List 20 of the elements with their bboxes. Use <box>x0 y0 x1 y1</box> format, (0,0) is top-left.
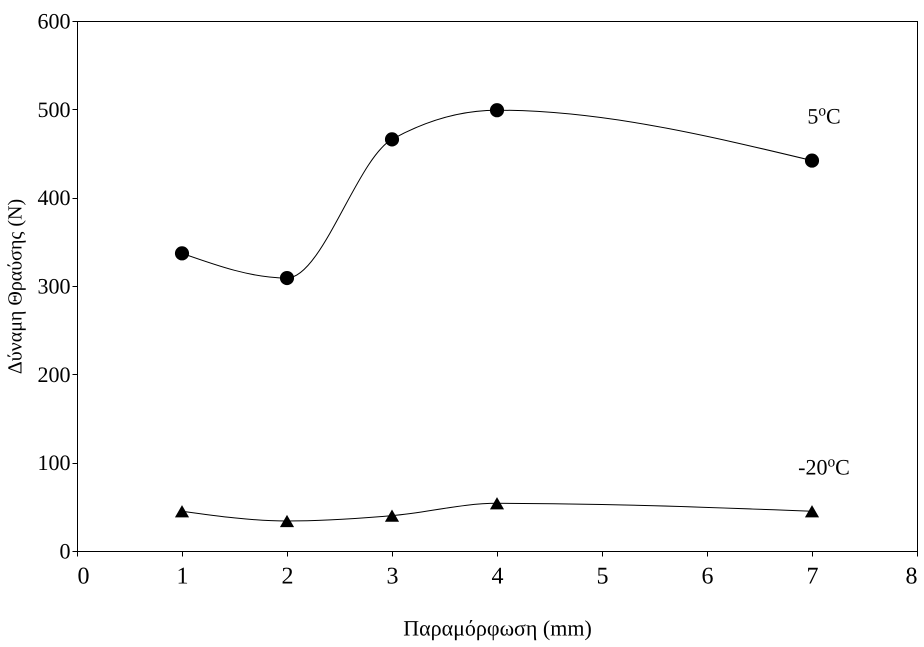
x-tick-label: 7 <box>806 564 818 590</box>
x-tick-label: 1 <box>176 564 188 590</box>
y-tick-label: 300 <box>38 274 70 298</box>
x-axis-title: Παραμόρφωση (mm) <box>403 616 592 640</box>
x-tick-label: 4 <box>492 564 504 590</box>
x-tick-label: 2 <box>282 564 294 590</box>
x-tick-label: 5 <box>596 564 608 590</box>
series-label: -20$^{o}$C <box>798 452 850 480</box>
series-label: 5$^{o}$C <box>807 102 841 129</box>
x-tick-label: 8 <box>906 564 918 590</box>
y-axis-title: Δύναμη Θραύσης (N) <box>4 198 26 374</box>
x-tick-label: 3 <box>386 564 398 590</box>
y-tick-label: 400 <box>38 185 70 210</box>
x-tick-label: 0 <box>78 564 90 590</box>
y-tick-label: 600 <box>38 8 70 34</box>
y-tick-label: 500 <box>38 96 70 122</box>
y-tick-label: 0 <box>60 538 70 564</box>
y-tick-label: 200 <box>38 362 70 387</box>
y-tick-label: 100 <box>38 450 70 476</box>
x-tick-label: 6 <box>702 564 714 590</box>
